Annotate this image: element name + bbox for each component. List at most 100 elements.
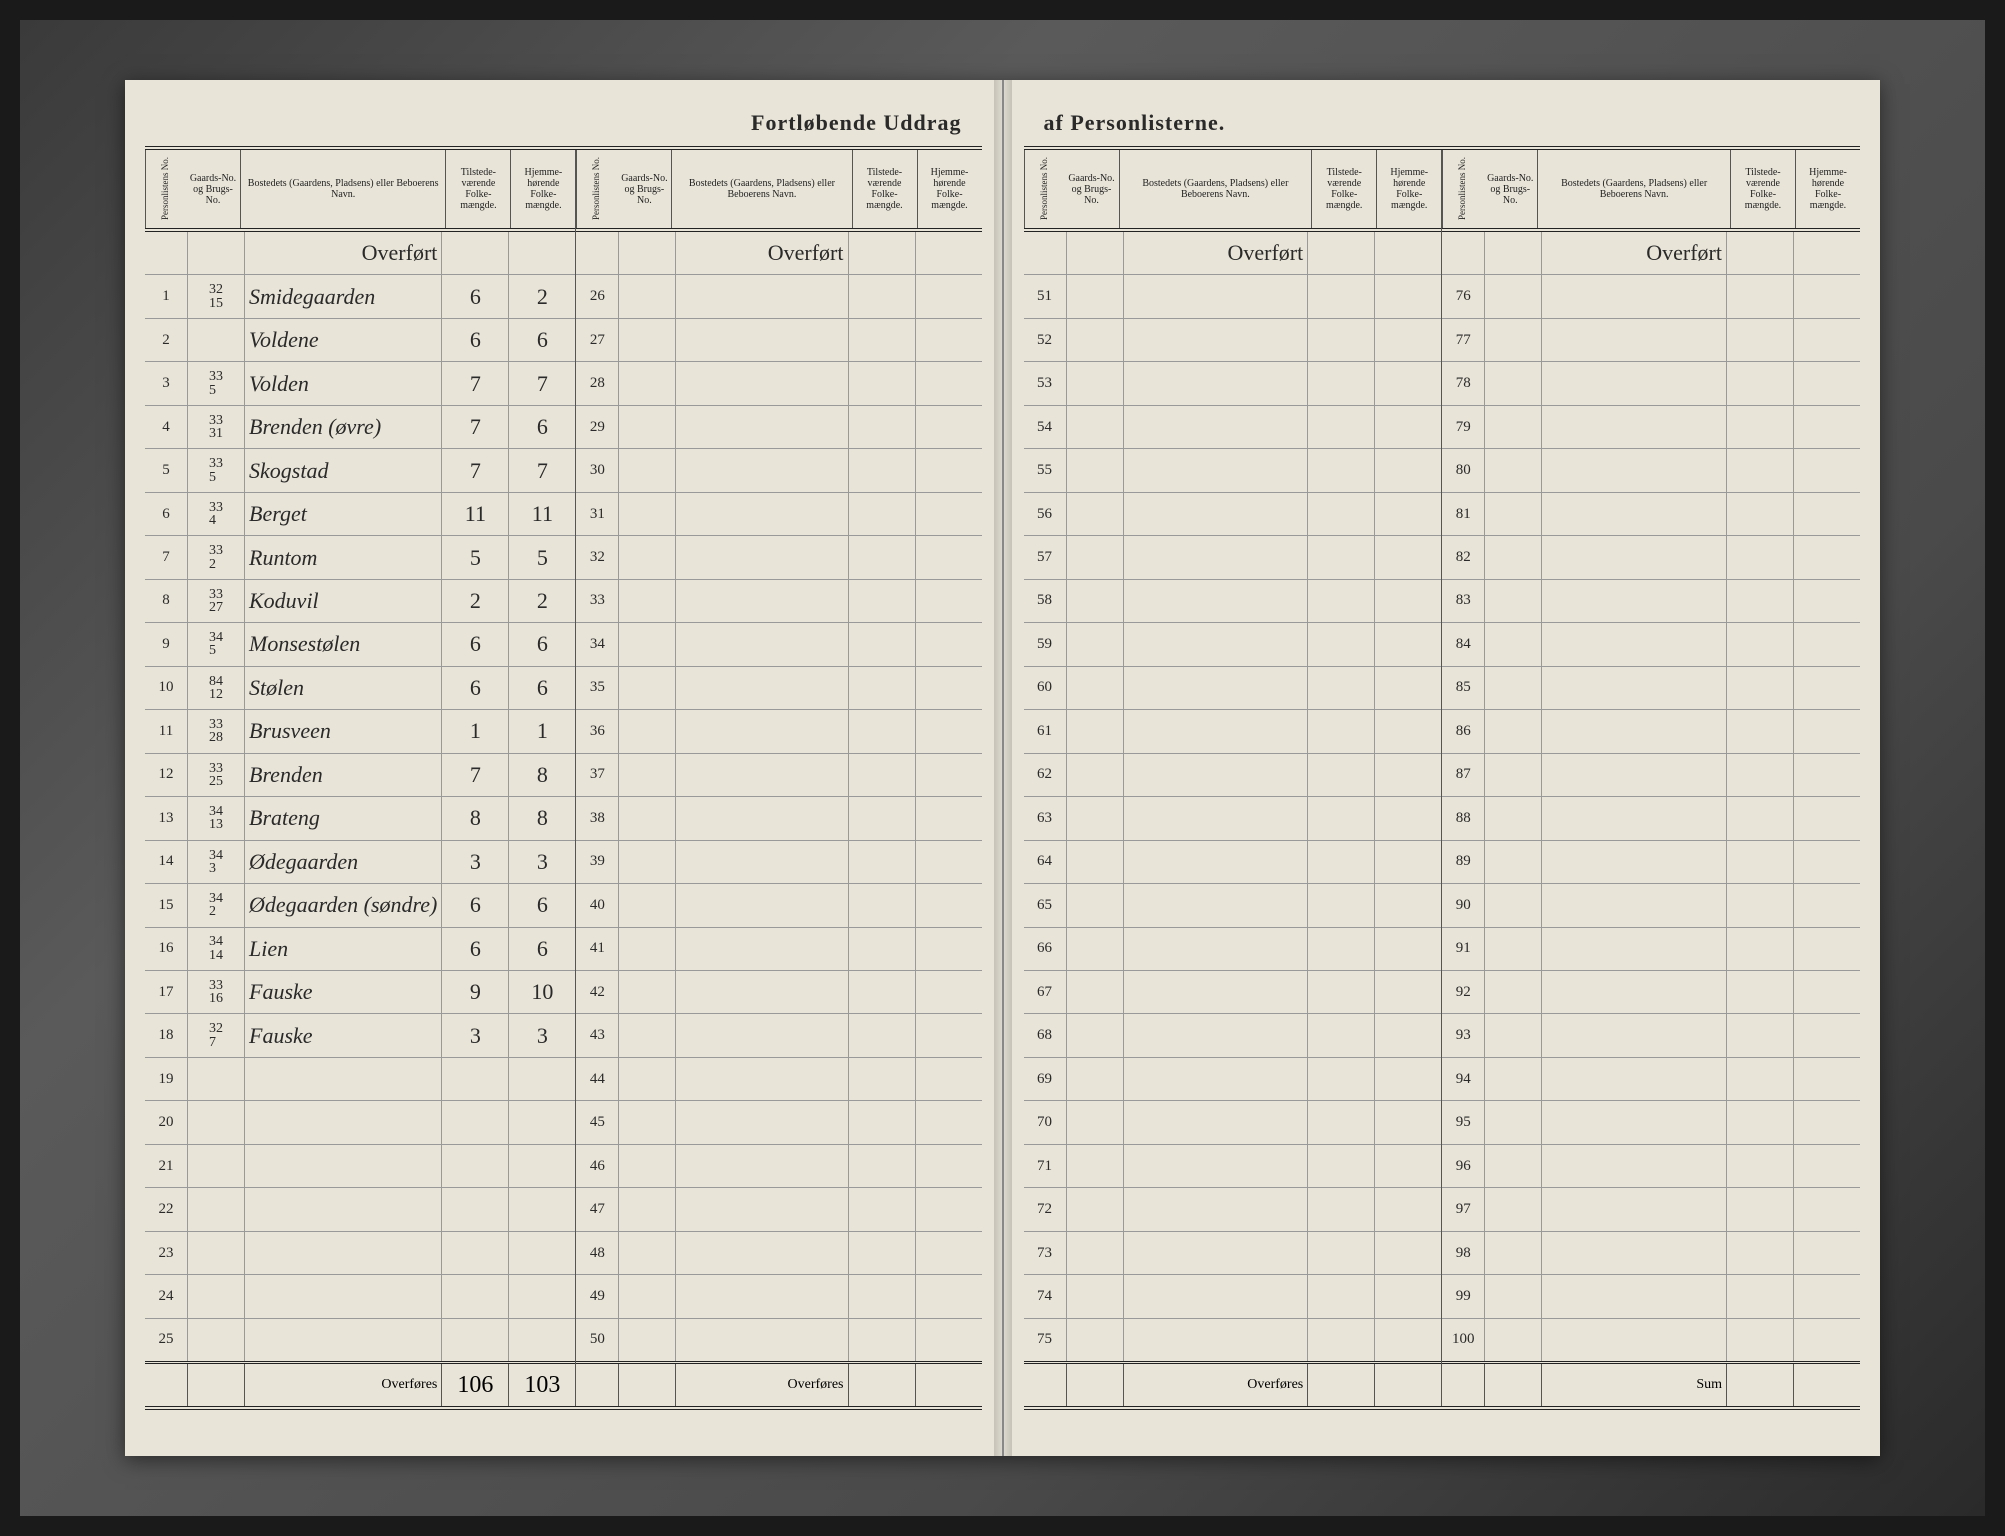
cell-no: 73: [1024, 1232, 1067, 1274]
table-row: 43331Brenden (øvre)76: [145, 406, 575, 449]
cell-hjemme: [1375, 884, 1441, 926]
cell-gaard: 332: [188, 536, 245, 578]
table-row: 67: [1024, 971, 1442, 1014]
cell-gaard: [1067, 1145, 1124, 1187]
cell-no: 23: [145, 1232, 188, 1274]
cell-no: 47: [576, 1188, 619, 1230]
cell-hjemme: [1794, 1101, 1860, 1143]
cell-gaard: [1067, 1275, 1124, 1317]
cell-gaard: [1485, 1101, 1542, 1143]
cell-no: 24: [145, 1275, 188, 1317]
cell-tilstede: [1308, 1232, 1375, 1274]
cell-hjemme: [509, 1232, 575, 1274]
cell-gaard: [1485, 797, 1542, 839]
hdr-hjemme: Hjemme-hørende Folke-mængde.: [1796, 150, 1860, 228]
cell-gaard: [1485, 449, 1542, 491]
cell-no: 35: [576, 667, 619, 709]
table-row: 25: [145, 1319, 575, 1361]
table-row: 75: [1024, 1319, 1442, 1361]
cell-gaard: [188, 1232, 245, 1274]
cell-hjemme: 2: [509, 275, 575, 317]
table-row: 69: [1024, 1058, 1442, 1101]
cell-gaard: [619, 1014, 676, 1056]
cell-no: 39: [576, 841, 619, 883]
cell-no: 94: [1442, 1058, 1485, 1100]
cell-no: 65: [1024, 884, 1067, 926]
cell-bosted: [1124, 928, 1309, 970]
cell-bosted: [676, 841, 848, 883]
table-row: 39: [576, 841, 981, 884]
cell-hjemme: [1375, 623, 1441, 665]
table-row: 59: [1024, 623, 1442, 666]
cell-hjemme: [1375, 493, 1441, 535]
hdr-gaards: Gaards-No. og Brugs-No.: [1483, 150, 1538, 228]
cell-hjemme: [916, 623, 982, 665]
table-row: 96: [1442, 1145, 1860, 1188]
cell-no: 30: [576, 449, 619, 491]
cell-no: 51: [1024, 275, 1067, 317]
cell-hjemme: [916, 580, 982, 622]
cell-no: 85: [1442, 667, 1485, 709]
page-left: Fortløbende Uddrag Personlistens No.Gaar…: [125, 80, 1003, 1456]
cell-tilstede: 7: [442, 754, 509, 796]
cell-no: 20: [145, 1101, 188, 1143]
table-row: 6334Berget1111: [145, 493, 575, 536]
cell-hjemme: [1375, 1319, 1441, 1361]
cell-bosted: [1124, 362, 1309, 404]
cell-no: 4: [145, 406, 188, 448]
cell-no: 98: [1442, 1232, 1485, 1274]
hdr-hjemme: Hjemme-hørende Folke-mængde.: [918, 150, 982, 228]
cell-gaard: [1485, 1058, 1542, 1100]
cell-bosted: [1124, 797, 1309, 839]
cell-gaard: [1067, 754, 1124, 796]
cell-hjemme: 7: [509, 449, 575, 491]
cell-hjemme: [916, 449, 982, 491]
cell-tilstede: [1308, 797, 1375, 839]
cell-bosted: Smidegaarden: [245, 275, 442, 317]
cell-gaard: 3316: [188, 971, 245, 1013]
table-row: 30: [576, 449, 981, 492]
footer-label: Overføres: [245, 1364, 442, 1406]
cell-tilstede: [1308, 884, 1375, 926]
cell-no: 11: [145, 710, 188, 752]
cell-no: 72: [1024, 1188, 1067, 1230]
table-row: 21: [145, 1145, 575, 1188]
cell-tilstede: [1308, 449, 1375, 491]
hdr-personliste: Personlistens No.: [1442, 150, 1483, 228]
cell-bosted: [1542, 1275, 1727, 1317]
table-row: 49: [576, 1275, 981, 1318]
cell-hjemme: [916, 319, 982, 361]
cell-gaard: [619, 710, 676, 752]
table-row: 33: [576, 580, 981, 623]
cell-no: 38: [576, 797, 619, 839]
cell-tilstede: [1308, 1319, 1375, 1361]
cell-no: 26: [576, 275, 619, 317]
table-row: 51: [1024, 275, 1442, 318]
cell-bosted: [676, 754, 848, 796]
cell-gaard: [619, 1275, 676, 1317]
cell-no: 13: [145, 797, 188, 839]
table-row: 43: [576, 1014, 981, 1057]
cell-gaard: [1485, 710, 1542, 752]
table-row: 61: [1024, 710, 1442, 753]
cell-hjemme: [916, 1014, 982, 1056]
cell-bosted: [676, 449, 848, 491]
table-row: 78: [1442, 362, 1860, 405]
cell-bosted: [1542, 1014, 1727, 1056]
cell-bosted: Lien: [245, 928, 442, 970]
footer-tilstede: [1308, 1364, 1375, 1406]
cell-tilstede: [442, 1101, 509, 1143]
cell-tilstede: [1308, 493, 1375, 535]
footer-label: Sum: [1542, 1364, 1727, 1406]
cell-tilstede: [1727, 319, 1794, 361]
cell-gaard: [619, 536, 676, 578]
cell-gaard: 3413: [188, 797, 245, 839]
cell-gaard: [1067, 362, 1124, 404]
cell-gaard: [1067, 710, 1124, 752]
cell-gaard: [619, 362, 676, 404]
cell-gaard: 327: [188, 1014, 245, 1056]
cell-gaard: [1067, 1319, 1124, 1361]
cell-no: 95: [1442, 1101, 1485, 1143]
cell-hjemme: [1794, 1232, 1860, 1274]
cell-bosted: [1124, 971, 1309, 1013]
